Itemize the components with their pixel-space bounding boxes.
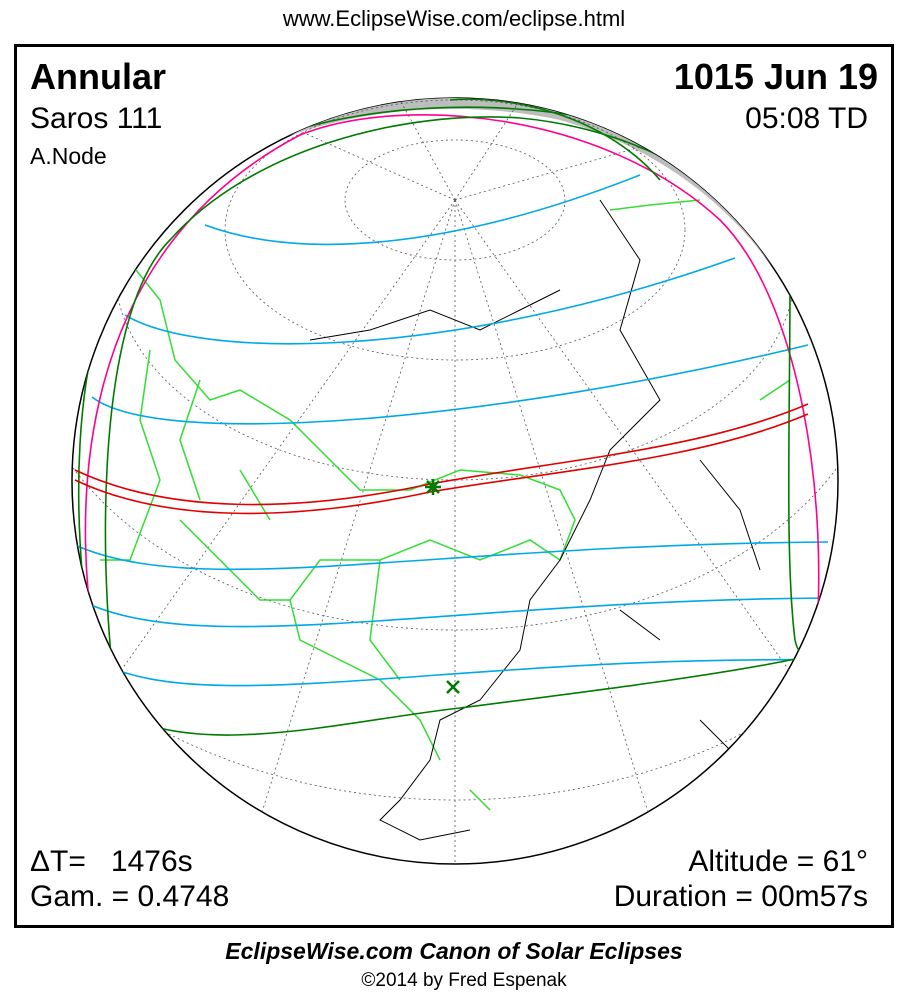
node: A.Node bbox=[30, 143, 107, 169]
saros-series: Saros 111 bbox=[30, 102, 163, 135]
canon-title: EclipseWise.com Canon of Solar Eclipses bbox=[225, 938, 683, 964]
greatest-duration-marker bbox=[446, 680, 460, 694]
copyright: ©2014 by Fred Espenak bbox=[361, 970, 567, 991]
rise-set-curve bbox=[84, 114, 820, 701]
eclipse-type: Annular bbox=[30, 56, 167, 97]
map-frame bbox=[14, 44, 894, 928]
country-borders bbox=[100, 199, 791, 811]
eclipse-date: 1015 Jun 19 bbox=[673, 56, 878, 97]
altitude: Altitude = 61° bbox=[688, 845, 868, 878]
source-url: www.EclipseWise.com/eclipse.html bbox=[282, 6, 626, 31]
duration: Duration = 00m57s bbox=[613, 880, 868, 913]
eclipse-time: 05:08 TD bbox=[745, 102, 868, 135]
coastlines bbox=[309, 199, 761, 841]
greatest-eclipse-marker bbox=[425, 479, 441, 495]
time-lines bbox=[74, 174, 831, 687]
gamma: Gam. = 0.4748 bbox=[30, 880, 230, 913]
delta-t: ΔT= 1476s bbox=[30, 845, 193, 878]
